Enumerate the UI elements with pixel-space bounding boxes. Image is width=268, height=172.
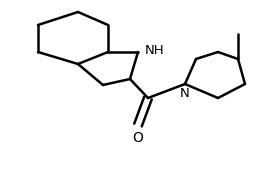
- Text: N: N: [180, 87, 190, 100]
- Text: O: O: [133, 131, 143, 145]
- Text: NH: NH: [145, 44, 165, 56]
